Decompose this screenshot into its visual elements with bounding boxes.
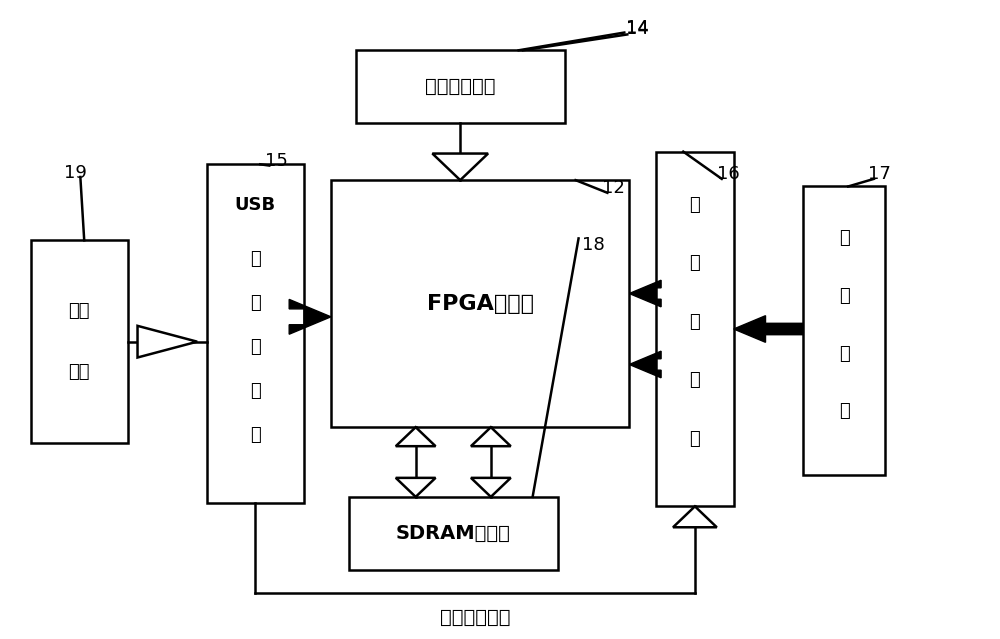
Text: 输: 输 [250, 294, 261, 312]
Polygon shape [289, 300, 331, 334]
Text: FPGA控制器: FPGA控制器 [427, 294, 534, 314]
Text: 器: 器 [250, 426, 261, 444]
Polygon shape [138, 326, 197, 357]
Text: 感: 感 [690, 371, 700, 389]
Polygon shape [396, 427, 436, 446]
Bar [207, 164, 304, 503]
Text: 键盘: 键盘 [69, 302, 90, 320]
Text: 15: 15 [265, 152, 288, 170]
Bar [349, 497, 558, 570]
Text: 17: 17 [868, 165, 891, 183]
Polygon shape [471, 478, 511, 497]
Text: 14: 14 [626, 20, 649, 38]
Text: 头: 头 [839, 403, 849, 420]
Text: 光: 光 [839, 229, 849, 247]
Text: 12: 12 [602, 179, 625, 197]
Text: 控: 控 [250, 338, 261, 357]
Text: 传: 传 [250, 250, 261, 268]
Text: 学: 学 [839, 287, 849, 305]
Polygon shape [471, 427, 511, 446]
Text: SDRAM存储器: SDRAM存储器 [396, 524, 511, 543]
Bar [803, 187, 885, 475]
Text: 18: 18 [582, 236, 605, 254]
Text: 编程控制信号: 编程控制信号 [440, 608, 510, 627]
Text: 外: 外 [690, 254, 700, 272]
Text: 19: 19 [64, 164, 87, 181]
Text: 模块: 模块 [69, 363, 90, 381]
Text: 镜: 镜 [839, 344, 849, 363]
Bar [356, 50, 565, 123]
Text: 传: 传 [690, 313, 700, 331]
Polygon shape [396, 478, 436, 497]
Text: 14: 14 [626, 19, 649, 37]
Text: 16: 16 [717, 165, 740, 183]
Bar [331, 180, 629, 427]
Polygon shape [432, 153, 488, 180]
Polygon shape [629, 281, 661, 307]
Polygon shape [629, 351, 661, 378]
Text: 红: 红 [690, 196, 700, 214]
Bar [656, 151, 734, 506]
Text: 制: 制 [250, 382, 261, 401]
Text: 器: 器 [690, 430, 700, 448]
Text: USB: USB [235, 196, 276, 214]
Polygon shape [734, 316, 803, 343]
Polygon shape [673, 506, 717, 527]
Text: 电源管理模块: 电源管理模块 [425, 77, 495, 96]
Bar [31, 240, 128, 443]
